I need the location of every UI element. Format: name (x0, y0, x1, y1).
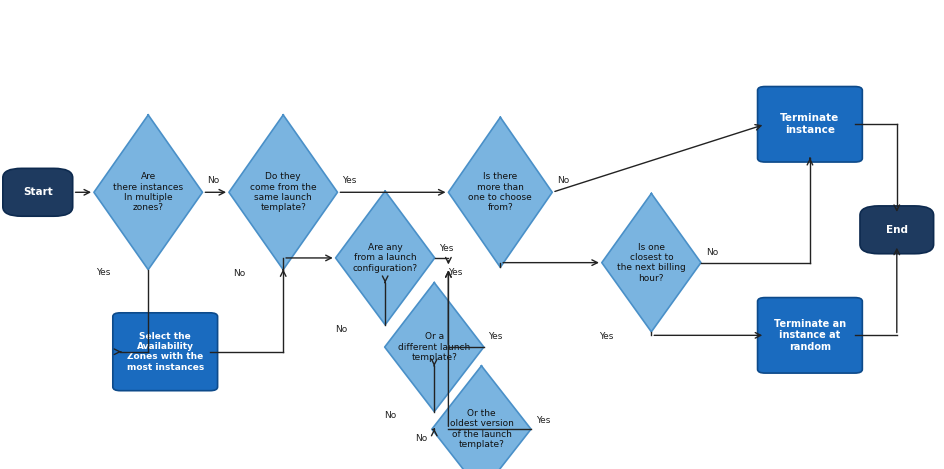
Text: Terminate
instance: Terminate instance (781, 113, 839, 135)
Polygon shape (602, 194, 700, 332)
Text: Yes: Yes (96, 267, 110, 277)
Polygon shape (432, 366, 531, 469)
Polygon shape (228, 115, 338, 270)
Text: Or the
oldest version
of the launch
template?: Or the oldest version of the launch temp… (449, 409, 514, 449)
Text: Yes: Yes (536, 416, 550, 425)
Text: Or a
different launch
template?: Or a different launch template? (398, 332, 470, 362)
Text: Start: Start (23, 187, 53, 197)
Text: No: No (233, 269, 245, 278)
Text: Are any
from a launch
configuration?: Are any from a launch configuration? (353, 243, 417, 273)
Text: Is there
more than
one to choose
from?: Is there more than one to choose from? (468, 172, 532, 212)
Text: Are
there instances
In multiple
zones?: Are there instances In multiple zones? (113, 172, 183, 212)
FancyBboxPatch shape (860, 206, 934, 254)
Text: Yes: Yes (439, 244, 454, 253)
Text: Yes: Yes (489, 332, 503, 341)
Text: No: No (384, 411, 396, 420)
Text: No: No (415, 434, 427, 443)
Text: Select the
Availability
Zones with the
most instances: Select the Availability Zones with the m… (126, 332, 204, 372)
Polygon shape (94, 115, 202, 270)
Text: No: No (335, 325, 347, 334)
Text: No: No (557, 176, 569, 185)
FancyBboxPatch shape (113, 313, 217, 391)
Text: Terminate an
instance at
random: Terminate an instance at random (774, 319, 846, 352)
Text: Yes: Yes (342, 176, 357, 185)
FancyBboxPatch shape (3, 168, 73, 216)
Text: Is one
closest to
the next billing
hour?: Is one closest to the next billing hour? (617, 242, 685, 283)
Text: No: No (208, 176, 219, 185)
Text: Do they
come from the
same launch
template?: Do they come from the same launch templa… (250, 172, 316, 212)
FancyBboxPatch shape (757, 87, 863, 162)
Text: Yes: Yes (599, 332, 614, 341)
Text: No: No (705, 248, 717, 257)
Text: Yes: Yes (448, 267, 463, 277)
FancyBboxPatch shape (757, 298, 863, 373)
Polygon shape (336, 191, 434, 325)
Text: End: End (885, 225, 908, 235)
Polygon shape (385, 282, 484, 412)
Polygon shape (448, 117, 552, 267)
